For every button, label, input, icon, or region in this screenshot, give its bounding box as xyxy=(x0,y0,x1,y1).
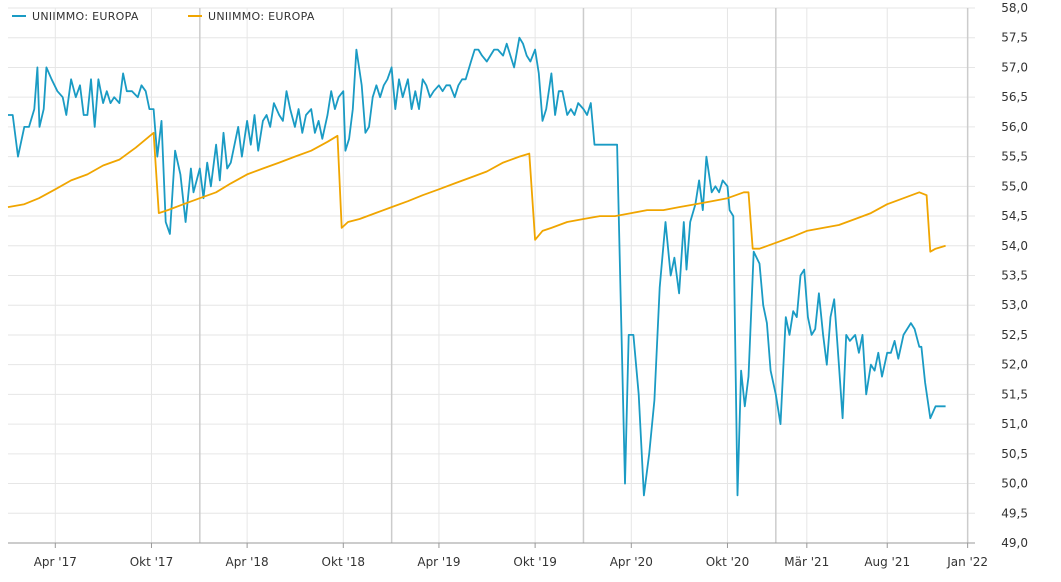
grid xyxy=(8,7,975,544)
y-tick-label: 50,0 xyxy=(1001,477,1028,491)
y-tick-label: 51,0 xyxy=(1001,417,1028,431)
legend-label: UNIIMMO: EUROPA xyxy=(32,10,139,23)
y-tick-label: 49,0 xyxy=(1001,536,1028,550)
series-line-2 xyxy=(7,131,946,253)
y-tick-label: 57,0 xyxy=(1001,60,1028,74)
x-tick-label: Okt '20 xyxy=(706,555,749,569)
y-tick-label: 56,5 xyxy=(1001,90,1028,104)
series-line-1 xyxy=(8,36,946,497)
y-tick-label: 53,0 xyxy=(1001,298,1028,312)
y-tick-label: 55,5 xyxy=(1001,150,1028,164)
y-tick-label: 51,5 xyxy=(1001,387,1028,401)
y-tick-label: 52,0 xyxy=(1001,358,1028,372)
series-layer xyxy=(7,36,946,497)
y-tick-label: 56,0 xyxy=(1001,120,1028,134)
x-tick-label: Aug '21 xyxy=(864,555,910,569)
x-tick-label: Apr '17 xyxy=(34,555,77,569)
x-tick-label: Okt '19 xyxy=(513,555,556,569)
x-tick-label: Okt '18 xyxy=(322,555,365,569)
x-tick-label: Apr '20 xyxy=(610,555,653,569)
y-tick-label: 55,0 xyxy=(1001,179,1028,193)
x-tick-label: Jan '22 xyxy=(946,555,988,569)
y-tick-label: 49,5 xyxy=(1001,506,1028,520)
y-tick-label: 50,5 xyxy=(1001,447,1028,461)
x-tick-label: Okt '17 xyxy=(130,555,173,569)
y-tick-label: 57,5 xyxy=(1001,31,1028,45)
y-tick-label: 54,5 xyxy=(1001,209,1028,223)
legend-item-2[interactable]: UNIIMMO: EUROPA xyxy=(188,10,315,23)
axes: 49,0 49,5 50,0 50,5 51,0 51,5 52,0 52,5 53,0 53,5… xyxy=(8,1,1028,569)
y-tick-label: 54,0 xyxy=(1001,239,1028,253)
y-tick-label: 53,5 xyxy=(1001,269,1028,283)
legend-item-1[interactable]: UNIIMMO: EUROPA xyxy=(12,10,139,23)
x-tick-label: Apr '19 xyxy=(417,555,460,569)
y-tick-label: 58,0 xyxy=(1001,1,1028,15)
legend-label: UNIIMMO: EUROPA xyxy=(208,10,315,23)
x-tick-label: Apr '18 xyxy=(226,555,269,569)
y-tick-label: 52,5 xyxy=(1001,328,1028,342)
x-tick-label: Mär '21 xyxy=(784,555,829,569)
legend[interactable]: UNIIMMO: EUROPA UNIIMMO: EUROPA xyxy=(12,10,315,23)
